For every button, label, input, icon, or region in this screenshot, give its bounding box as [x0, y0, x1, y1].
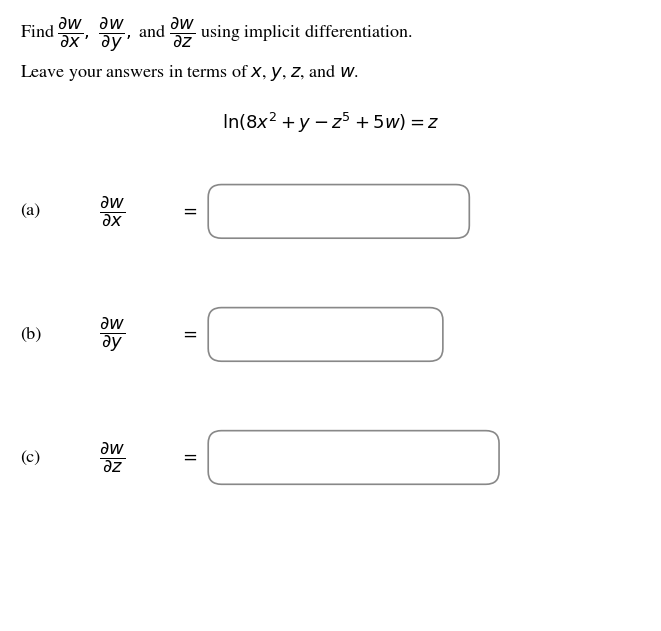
Text: Leave your answers in terms of $x$, $y$, $z$, and $w$.: Leave your answers in terms of $x$, $y$,…: [20, 62, 359, 83]
Text: (a): (a): [20, 203, 40, 220]
Text: $=$: $=$: [179, 203, 198, 220]
FancyBboxPatch shape: [208, 308, 443, 361]
FancyBboxPatch shape: [208, 430, 499, 485]
Text: $\dfrac{\partial w}{\partial x}$: $\dfrac{\partial w}{\partial x}$: [99, 194, 126, 228]
Text: $\dfrac{\partial w}{\partial z}$: $\dfrac{\partial w}{\partial z}$: [99, 440, 126, 475]
FancyBboxPatch shape: [208, 184, 469, 238]
Text: $\dfrac{\partial w}{\partial y}$: $\dfrac{\partial w}{\partial y}$: [99, 315, 126, 354]
Text: Find $\dfrac{\partial w}{\partial x},\ \dfrac{\partial w}{\partial y},$ and $\df: Find $\dfrac{\partial w}{\partial x},\ \…: [20, 15, 412, 54]
Text: $\ln(8x^2 + y - z^5 + 5w) = z$: $\ln(8x^2 + y - z^5 + 5w) = z$: [221, 111, 440, 135]
Text: $=$: $=$: [179, 326, 198, 343]
Text: $=$: $=$: [179, 449, 198, 466]
Text: (b): (b): [20, 326, 41, 343]
Text: (c): (c): [20, 449, 40, 466]
